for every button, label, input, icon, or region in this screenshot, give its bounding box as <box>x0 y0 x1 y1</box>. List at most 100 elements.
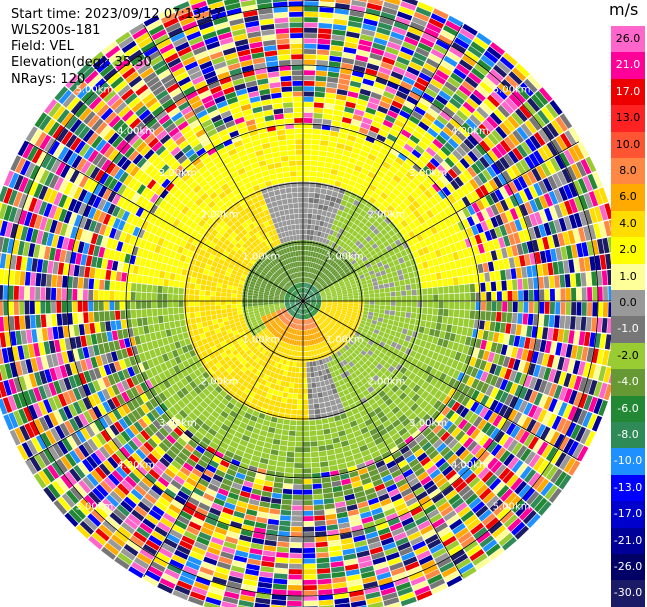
velocity-gate <box>527 97 541 112</box>
velocity-gate <box>359 88 371 97</box>
velocity-gate <box>372 161 382 170</box>
velocity-gate <box>301 266 303 272</box>
velocity-gate <box>386 272 393 279</box>
velocity-gate <box>389 286 396 292</box>
velocity-gate <box>292 80 303 86</box>
velocity-gate <box>392 66 406 76</box>
velocity-gate <box>280 306 286 310</box>
velocity-gate <box>155 364 163 374</box>
velocity-gate <box>181 345 189 354</box>
velocity-gate <box>443 286 449 294</box>
velocity-gate <box>571 244 579 259</box>
velocity-gate <box>133 421 144 433</box>
velocity-gate <box>110 98 124 111</box>
velocity-gate <box>38 385 47 400</box>
velocity-gate <box>119 252 126 263</box>
velocity-gate <box>208 270 215 277</box>
velocity-gate <box>254 238 261 245</box>
velocity-gate <box>348 227 355 235</box>
velocity-gate <box>424 87 438 99</box>
velocity-gate <box>387 133 398 143</box>
velocity-gate <box>89 323 96 334</box>
velocity-gate <box>134 505 148 518</box>
velocity-gate <box>398 179 408 189</box>
velocity-gate <box>268 297 274 300</box>
velocity-gate <box>245 425 254 432</box>
velocity-gate <box>471 67 485 80</box>
velocity-gate <box>177 169 188 179</box>
velocity-gate <box>83 370 92 383</box>
velocity-gate <box>578 211 588 226</box>
velocity-gate <box>181 268 188 276</box>
velocity-gate <box>297 187 303 192</box>
velocity-gate <box>244 114 255 122</box>
velocity-gate <box>252 348 259 354</box>
velocity-gate <box>177 423 187 433</box>
velocity-gate <box>458 126 470 138</box>
velocity-gate <box>186 402 196 412</box>
velocity-gate <box>435 94 448 106</box>
velocity-gate <box>69 362 78 375</box>
velocity-gate <box>363 193 371 201</box>
velocity-gate <box>344 280 350 285</box>
velocity-gate <box>299 293 302 299</box>
velocity-gate <box>275 350 280 357</box>
velocity-gate <box>429 157 440 168</box>
velocity-gate <box>420 275 426 283</box>
velocity-gate <box>319 260 324 266</box>
velocity-gate <box>334 285 340 289</box>
velocity-gate <box>187 236 195 244</box>
velocity-gate <box>212 474 224 483</box>
velocity-gate <box>313 281 317 286</box>
velocity-gate <box>397 244 405 252</box>
velocity-gate <box>183 462 194 472</box>
velocity-gate <box>316 276 320 282</box>
velocity-gate <box>414 144 425 155</box>
velocity-gate <box>314 290 319 294</box>
velocity-gate <box>146 284 153 293</box>
velocity-gate <box>284 319 289 325</box>
velocity-gate <box>255 336 262 342</box>
velocity-gate <box>517 278 523 290</box>
velocity-gate <box>312 208 318 215</box>
velocity-gate <box>269 307 275 310</box>
velocity-gate <box>210 286 217 292</box>
velocity-gate <box>185 393 194 402</box>
velocity-gate <box>397 152 408 162</box>
velocity-gate <box>282 166 290 173</box>
velocity-gate <box>75 429 87 444</box>
velocity-gate <box>220 269 226 276</box>
velocity-gate <box>42 467 55 483</box>
velocity-gate <box>304 11 319 17</box>
velocity-gate <box>325 157 334 164</box>
velocity-gate <box>258 258 264 264</box>
velocity-gate <box>331 39 345 47</box>
velocity-gate <box>451 42 467 54</box>
velocity-gate <box>466 166 477 178</box>
velocity-gate <box>140 129 152 141</box>
velocity-gate <box>207 200 216 209</box>
velocity-gate <box>189 221 198 230</box>
velocity-gate <box>185 276 191 283</box>
velocity-gate <box>335 99 346 106</box>
velocity-gate <box>298 283 301 288</box>
velocity-gate <box>275 290 281 294</box>
velocity-gate <box>326 251 331 258</box>
velocity-gate <box>464 50 480 63</box>
velocity-gate <box>353 292 359 296</box>
velocity-gate <box>347 26 361 34</box>
velocity-gate <box>242 271 249 276</box>
velocity-gate <box>199 90 212 100</box>
velocity-gate <box>421 282 427 289</box>
velocity-gate <box>570 273 576 287</box>
velocity-gate <box>390 31 405 41</box>
velocity-gate <box>311 144 320 151</box>
velocity-gate <box>487 240 496 251</box>
velocity-gate <box>451 191 461 202</box>
velocity-gate <box>259 18 274 26</box>
velocity-gate <box>356 49 370 58</box>
velocity-gate <box>158 372 167 382</box>
velocity-gate <box>297 302 301 307</box>
velocity-gate <box>278 244 283 250</box>
velocity-gate <box>318 287 323 291</box>
